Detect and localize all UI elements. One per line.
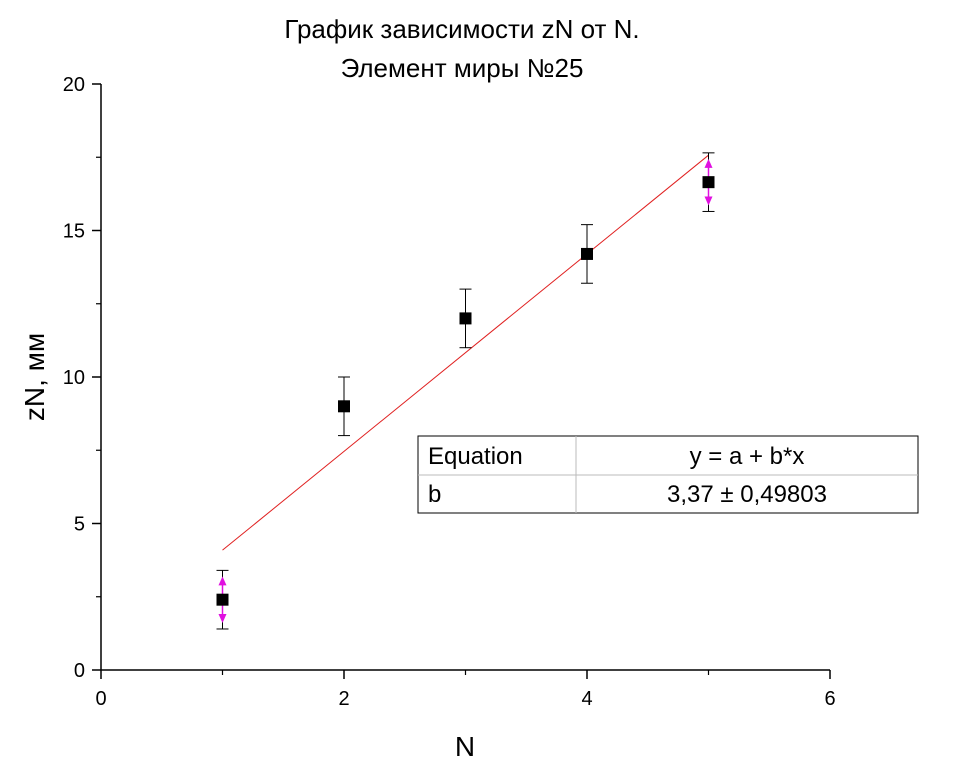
y-axis-label: zN, мм (19, 333, 50, 421)
chart-title-line-2: Элемент миры №25 (341, 53, 584, 83)
data-point (338, 400, 350, 413)
highlight-arrow-down (704, 196, 713, 206)
fit-line (222, 154, 709, 551)
highlight-arrow-down (218, 613, 227, 623)
x-tick-label: 0 (95, 688, 106, 710)
highlight-arrow-up (218, 576, 227, 586)
table-cell-equation-label: Equation (428, 443, 523, 470)
error-bars (216, 152, 715, 630)
y-tick-label: 0 (74, 660, 85, 682)
x-tick-label: 4 (581, 688, 592, 710)
data-point (581, 247, 593, 260)
y-tick-label: 15 (63, 221, 85, 243)
data-markers (216, 176, 715, 606)
data-point (216, 593, 229, 606)
y-ticks: 0 5 10 15 20 (63, 74, 101, 682)
chart-title-line-1: График зависимости zN от N. (284, 14, 639, 44)
table-cell-b-value: 3,37 ± 0,49803 (667, 481, 827, 508)
fit-parameters-table: Equation y = a + b*x b 3,37 ± 0,49803 (417, 435, 919, 514)
highlight-arrows (218, 158, 713, 623)
data-point (459, 312, 472, 325)
y-tick-label: 5 (74, 514, 85, 536)
y-tick-label: 20 (63, 74, 85, 96)
y-tick-label: 10 (63, 367, 85, 389)
data-point (702, 176, 715, 189)
x-tick-label: 6 (824, 688, 835, 710)
table-cell-equation-value: y = a + b*x (690, 443, 805, 470)
x-tick-label: 2 (338, 688, 349, 710)
highlight-arrow-up (704, 158, 713, 168)
x-ticks: 0 2 4 6 (95, 670, 836, 710)
table-cell-b-label: b (428, 481, 441, 508)
x-axis-label: N (455, 731, 475, 762)
